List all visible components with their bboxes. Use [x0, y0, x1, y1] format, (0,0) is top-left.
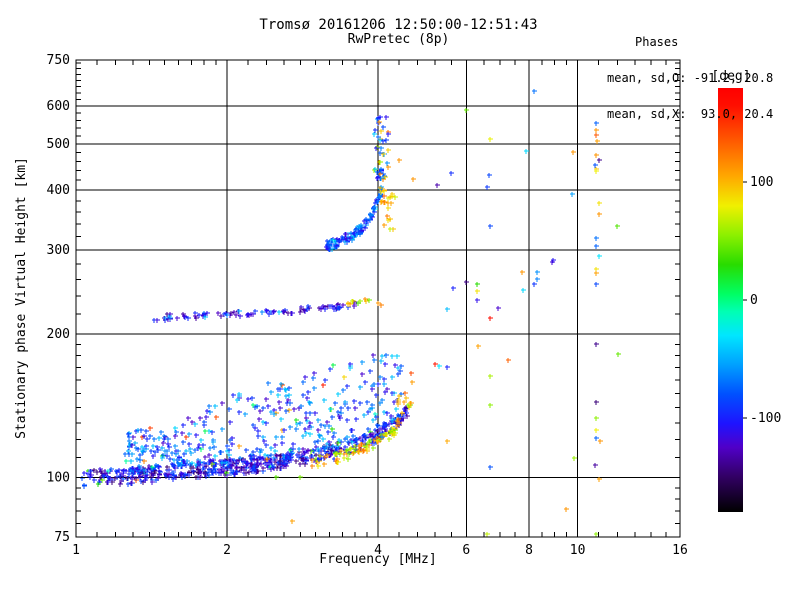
scatter-points	[80, 89, 621, 537]
svg-text:400: 400	[47, 183, 70, 198]
svg-text:4: 4	[374, 543, 382, 558]
phase-stats-title: Phases	[635, 35, 679, 49]
svg-text:-100: -100	[750, 411, 781, 426]
svg-text:300: 300	[47, 243, 70, 258]
svg-text:75: 75	[54, 530, 70, 545]
phase-colorbar: 100 0 -100	[718, 88, 781, 512]
svg-text:100: 100	[47, 470, 70, 485]
svg-text:600: 600	[47, 99, 70, 114]
svg-text:100: 100	[750, 175, 773, 190]
y-axis-label: Stationary phase Virtual Height [km]	[14, 157, 29, 439]
svg-text:0: 0	[750, 293, 758, 308]
svg-text:16: 16	[672, 543, 688, 558]
phase-stats: Phases mean, sd,O: -91.2, 20.8 mean, sd,…	[607, 12, 787, 144]
svg-text:2: 2	[223, 543, 231, 558]
x-axis-label: Frequency [MHz]	[319, 552, 437, 567]
svg-text:6: 6	[462, 543, 470, 558]
plot-title: Tromsø 20161206 12:50:00-12:51:43	[259, 17, 538, 33]
phase-stats-mean-o: mean, sd,O: -91.2, 20.8	[607, 71, 774, 85]
svg-text:500: 500	[47, 137, 70, 152]
svg-text:1: 1	[72, 543, 80, 558]
colorbar-unit-label: [deg]	[711, 69, 750, 84]
plot-subtitle: RwPretec (8p)	[347, 32, 450, 47]
svg-text:200: 200	[47, 327, 70, 342]
svg-text:10: 10	[570, 543, 586, 558]
svg-text:8: 8	[525, 543, 533, 558]
svg-text:750: 750	[47, 53, 70, 68]
phase-stats-mean-x: mean, sd,X: 93.0, 20.4	[607, 107, 774, 121]
axes-and-ticks: 1 2 4 6 8 10 16 75 100 200 300 400 500 600 750	[47, 53, 688, 558]
